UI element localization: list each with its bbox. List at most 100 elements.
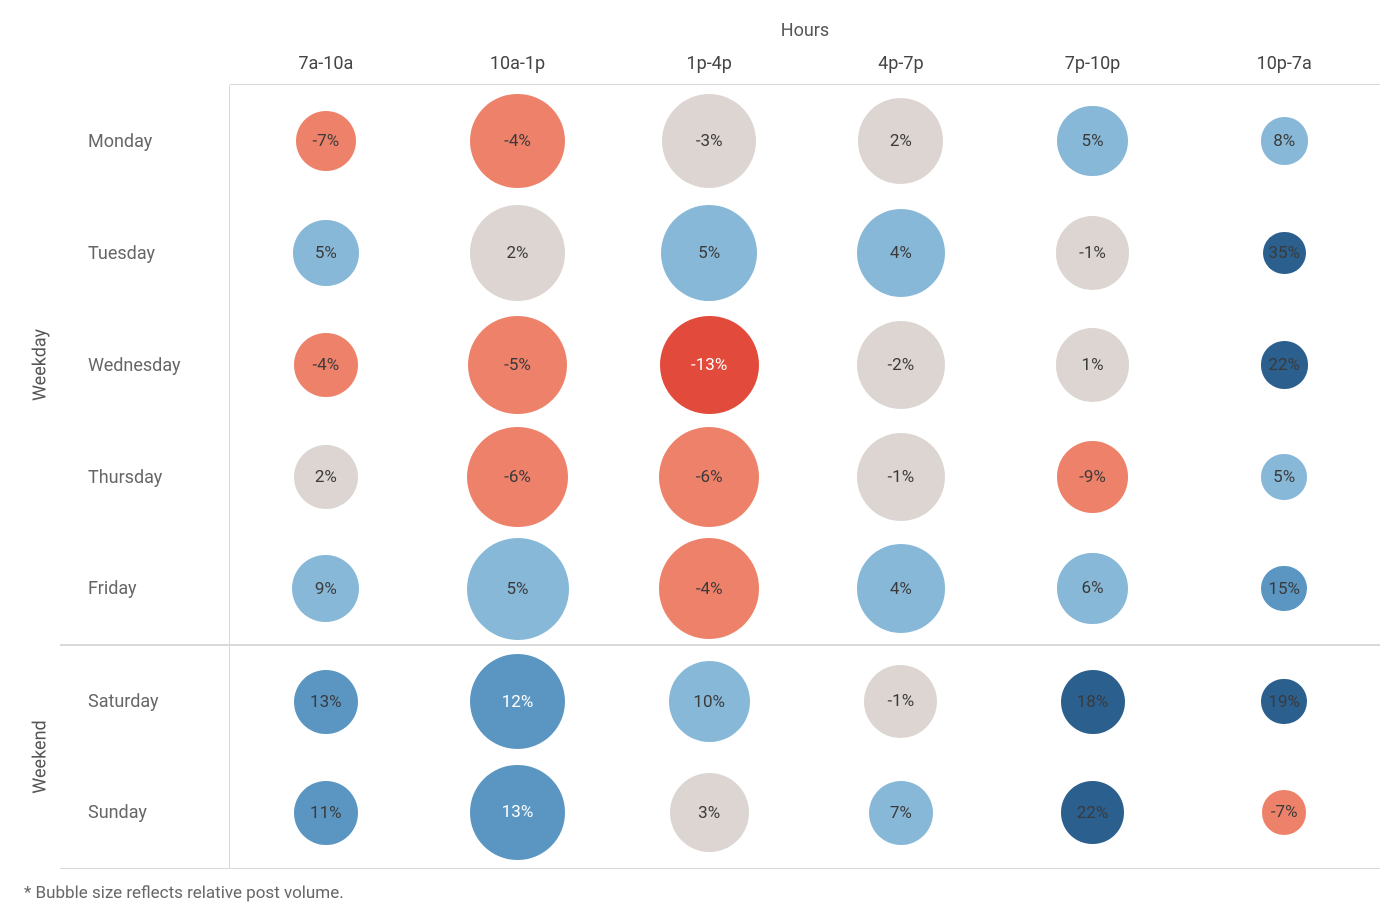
bubble: 15% — [1261, 566, 1307, 612]
grid-cell: -1% — [805, 646, 997, 757]
row-label-column: MondayTuesdayWednesdayThursdayFridaySatu… — [60, 85, 230, 869]
bubble: -13% — [660, 316, 759, 415]
grid-cell: 22% — [1188, 309, 1380, 421]
grid-cell: 9% — [230, 533, 422, 644]
grid-cell: -6% — [422, 421, 614, 533]
bubble: 2% — [858, 98, 943, 183]
chart-footnote: * Bubble size reflects relative post vol… — [20, 883, 1380, 903]
bubble: 18% — [1061, 670, 1125, 734]
bubble: 35% — [1263, 232, 1306, 275]
bubble-grid-chart: Hours 7a-10a10a-1p1p-4p4p-7p7p-10p10p-7a… — [20, 20, 1380, 903]
bubble: -1% — [857, 433, 945, 521]
group-label: Weekday — [30, 329, 51, 401]
grid-cell: 4% — [805, 533, 997, 644]
bubble: -7% — [296, 111, 356, 171]
grid-cell: 4% — [805, 197, 997, 309]
column-header: 7p-10p — [997, 47, 1189, 84]
grid-cell: 10% — [613, 646, 805, 757]
grid-cell: -7% — [1188, 757, 1380, 868]
hours-axis-title: Hours — [230, 20, 1380, 41]
bubble: -1% — [1056, 216, 1129, 289]
grid-cell: 5% — [230, 197, 422, 309]
column-headers: 7a-10a10a-1p1p-4p4p-7p7p-10p10p-7a — [230, 47, 1380, 85]
bubble: 13% — [470, 765, 564, 859]
bubble: 5% — [1057, 106, 1127, 176]
grid-cell: 11% — [230, 757, 422, 868]
bubble: 4% — [857, 544, 945, 632]
bubble: -5% — [468, 316, 567, 415]
grid-cell: 35% — [1188, 197, 1380, 309]
grid-row: -7% -4% -3% 2% 5% 8% — [230, 85, 1380, 197]
group-label: Weekend — [30, 720, 51, 793]
column-header: 10a-1p — [422, 47, 614, 84]
bubble: 22% — [1061, 781, 1123, 843]
bubble: -3% — [662, 94, 756, 188]
grid-cell: -1% — [805, 421, 997, 533]
bubble: -4% — [470, 94, 564, 188]
grid-cell: 2% — [422, 197, 614, 309]
column-header: 1p-4p — [613, 47, 805, 84]
bubble: -6% — [467, 427, 567, 527]
column-header: 10p-7a — [1188, 47, 1380, 84]
bubble: -4% — [294, 333, 358, 397]
grid-cell: 15% — [1188, 533, 1380, 644]
grid-cell: 13% — [422, 757, 614, 868]
grid-cell: -2% — [805, 309, 997, 421]
grid-row: 11% 13% 3% 7% 22% -7% — [230, 757, 1380, 869]
row-label: Thursday — [60, 421, 229, 533]
grid-cell: -1% — [997, 197, 1189, 309]
bubble: -1% — [864, 665, 937, 738]
grid-cell: -7% — [230, 85, 422, 197]
group-label-column: Weekday Weekend — [20, 85, 60, 869]
grid-cell: 19% — [1188, 646, 1380, 757]
bubble: 13% — [294, 670, 358, 734]
bubble: 7% — [869, 781, 933, 845]
bubble: -4% — [659, 538, 759, 638]
bubble: -6% — [659, 427, 759, 527]
column-header: 4p-7p — [805, 47, 997, 84]
grid-cell: 1% — [997, 309, 1189, 421]
bubble: 5% — [1261, 454, 1307, 500]
grid-cell: 5% — [1188, 421, 1380, 533]
grid-cell: 22% — [997, 757, 1189, 868]
bubble: 8% — [1261, 117, 1308, 164]
grid-cell: 2% — [805, 85, 997, 197]
grid-row: 2% -6% -6% -1% -9% 5% — [230, 421, 1380, 533]
grid-row: 9% 5% -4% 4% 6% 15% — [230, 533, 1380, 645]
bubble: 5% — [467, 538, 569, 640]
bubble: 11% — [294, 781, 358, 845]
row-label: Saturday — [60, 645, 229, 757]
grid-cell: -13% — [613, 309, 805, 421]
bubble: -9% — [1057, 441, 1129, 513]
grid-cell: -6% — [613, 421, 805, 533]
bubble: 9% — [292, 555, 359, 622]
grid-cell: 3% — [613, 757, 805, 868]
row-label: Wednesday — [60, 309, 229, 421]
bubble: 5% — [661, 205, 757, 301]
bubble: 6% — [1057, 553, 1127, 623]
bubble: 2% — [294, 445, 358, 509]
grid-cell: 5% — [422, 533, 614, 644]
grid-cell: 5% — [613, 197, 805, 309]
row-label: Monday — [60, 85, 229, 197]
chart-body: Weekday Weekend MondayTuesdayWednesdayThu… — [20, 85, 1380, 869]
bubble: 22% — [1261, 341, 1308, 388]
grid-cell: -4% — [230, 309, 422, 421]
grid-cell: -5% — [422, 309, 614, 421]
row-label: Friday — [60, 533, 229, 645]
row-label: Sunday — [60, 757, 229, 869]
grid-cell: -4% — [613, 533, 805, 644]
bubble-grid: -7%-4%-3%2%5%8%5%2%5%4%-1%35%-4%-5%-13%-… — [230, 85, 1380, 869]
bubble: 2% — [470, 205, 566, 301]
bubble: 3% — [670, 773, 749, 852]
grid-row: 5% 2% 5% 4% -1% 35% — [230, 197, 1380, 309]
grid-cell: -3% — [613, 85, 805, 197]
bubble: 10% — [669, 661, 750, 742]
grid-cell: 7% — [805, 757, 997, 868]
grid-cell: 12% — [422, 646, 614, 757]
bubble: -7% — [1262, 790, 1306, 834]
grid-cell: -4% — [422, 85, 614, 197]
bubble: 1% — [1056, 328, 1129, 401]
bubble: -2% — [857, 321, 945, 409]
bubble: 12% — [470, 654, 566, 750]
